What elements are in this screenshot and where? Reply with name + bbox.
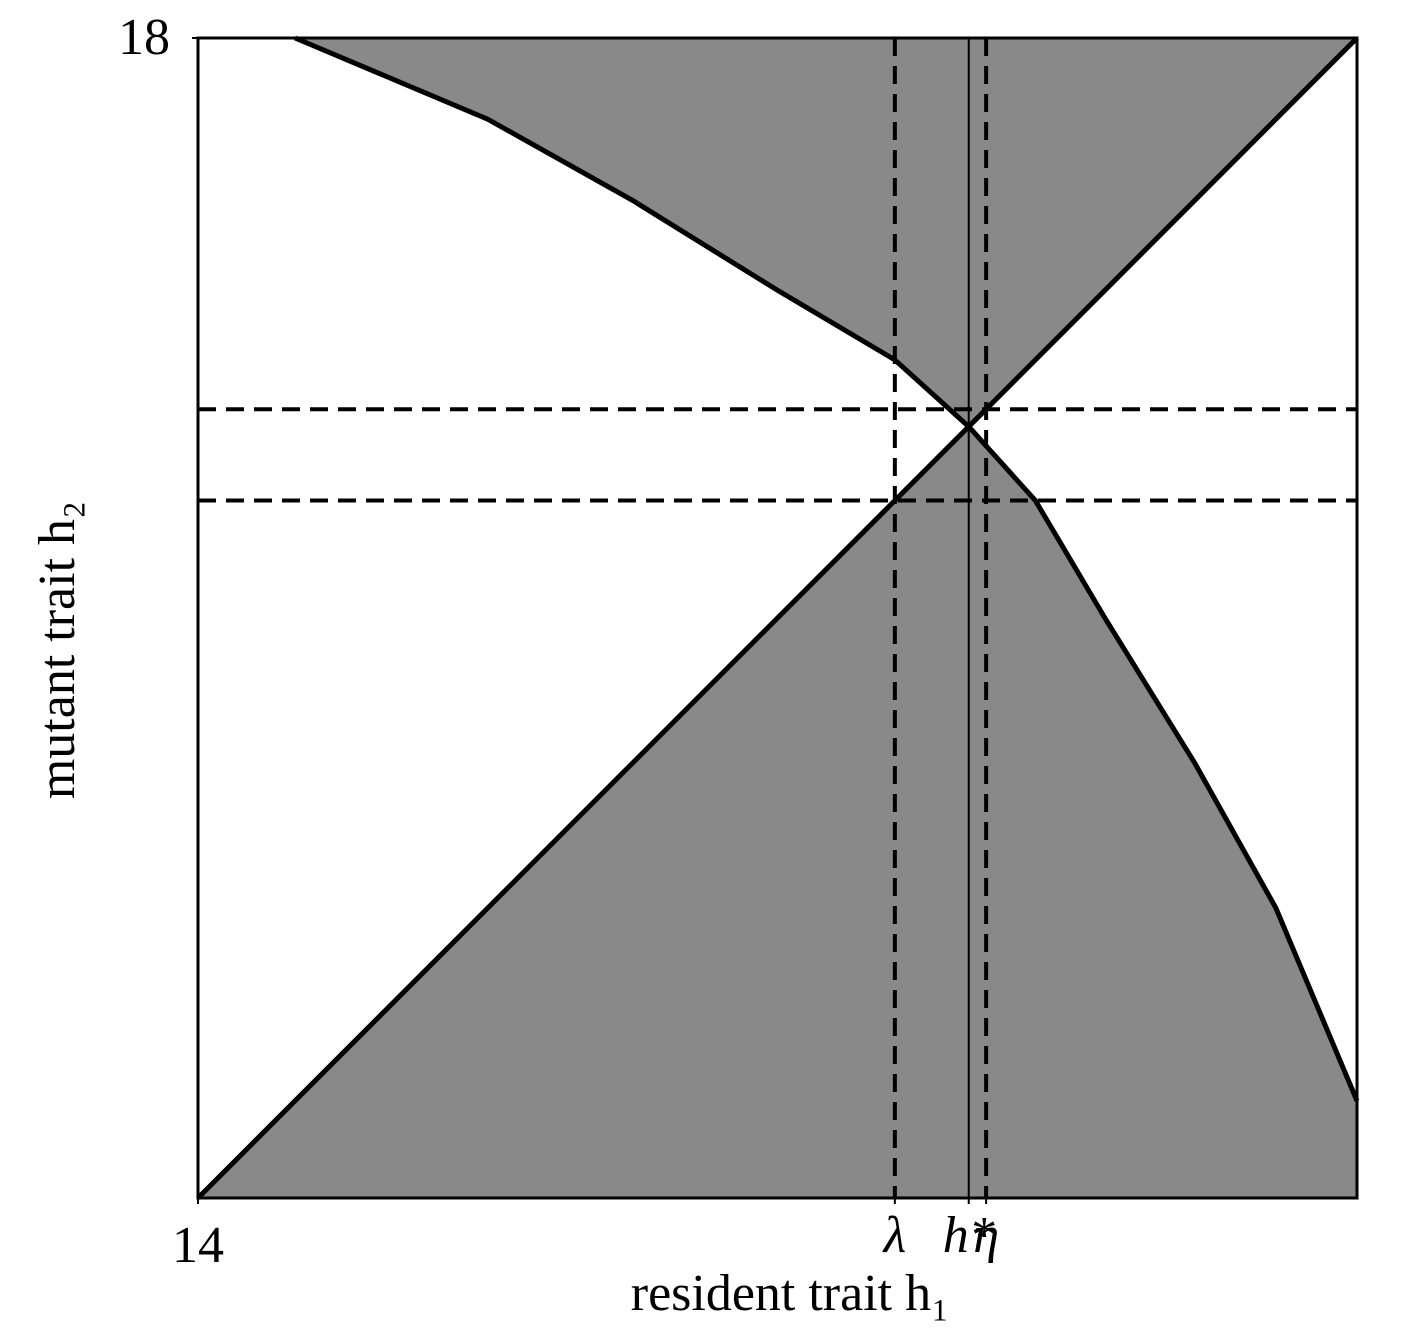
plot-frame — [196, 36, 1359, 1200]
x-tick-label: η — [973, 1207, 999, 1264]
x-tick-label: h* — [943, 1207, 995, 1264]
y-tick-label: 18 — [118, 9, 170, 66]
x-tick-label: 14 — [172, 1217, 224, 1274]
shaded-region — [198, 426, 1357, 1199]
curve — [294, 35, 1360, 1102]
x-axis-label: resident trait h₁ — [631, 1265, 949, 1322]
x-tick-label: λ — [882, 1207, 907, 1264]
y-axis-label: mutant trait h₂ — [29, 501, 86, 799]
shaded-region — [295, 38, 1357, 427]
curve — [196, 36, 1359, 1200]
